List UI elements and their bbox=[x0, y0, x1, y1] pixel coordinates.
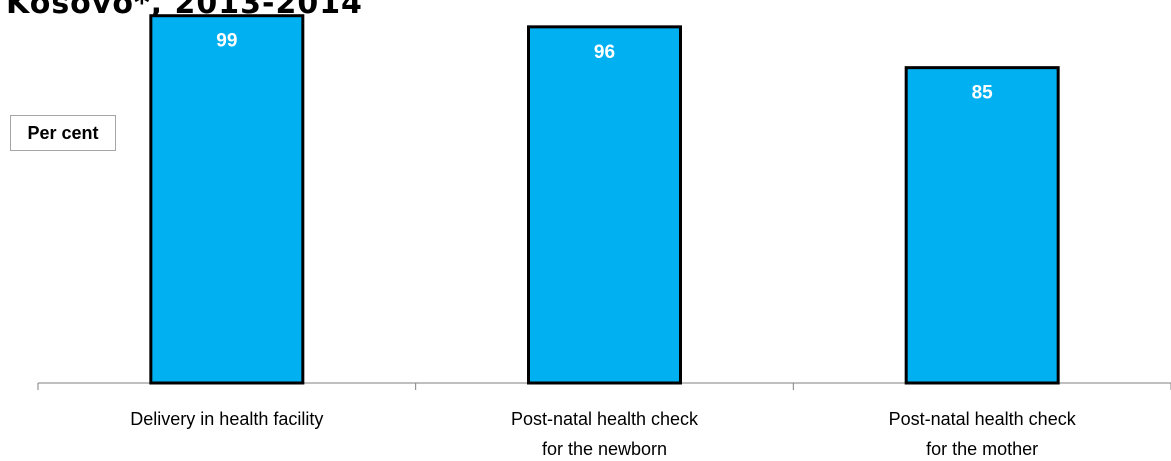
data-label-2: 96 bbox=[594, 42, 615, 63]
x-tick-label-2-2: for the newborn bbox=[542, 439, 667, 459]
x-tick-label-2-1: Post-natal health check bbox=[511, 409, 699, 429]
data-label-3: 85 bbox=[972, 83, 994, 104]
bar-2 bbox=[527, 25, 682, 385]
x-tick-label-3-1: Post-natal health check bbox=[889, 409, 1077, 429]
bar-3 bbox=[904, 66, 1060, 385]
y-axis-label: Per cent bbox=[10, 115, 116, 151]
x-tick-label-3-2: for the mother bbox=[926, 439, 1038, 459]
x-tick-label-1-1: Delivery in health facility bbox=[130, 409, 323, 429]
bar-1 bbox=[149, 14, 305, 385]
data-label-1: 99 bbox=[216, 31, 237, 52]
